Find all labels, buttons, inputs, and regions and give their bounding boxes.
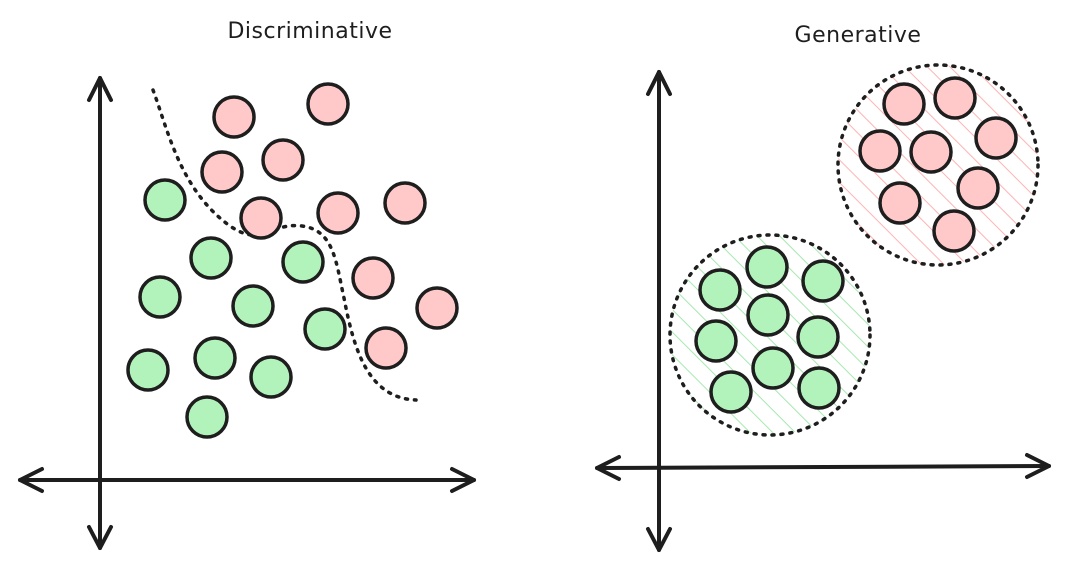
y-axis-arrow-bottom	[87, 525, 113, 550]
discriminative-points-pink	[200, 82, 459, 370]
data-point	[261, 138, 305, 182]
data-point	[974, 116, 1018, 160]
data-point	[212, 95, 256, 139]
x-axis-arrow-right	[1025, 453, 1051, 479]
data-point	[745, 245, 789, 289]
data-point	[796, 315, 840, 359]
data-point	[751, 346, 795, 390]
discriminative-points-green	[126, 178, 347, 439]
data-point	[316, 191, 360, 235]
data-point	[801, 259, 845, 303]
data-point	[281, 240, 325, 284]
discriminative-title: Discriminative	[227, 19, 392, 44]
data-point	[364, 326, 408, 370]
data-point	[694, 319, 738, 363]
y-axis-arrow-top	[87, 76, 113, 102]
data-point	[709, 370, 753, 414]
data-point	[306, 82, 350, 126]
data-point	[415, 286, 459, 330]
data-point	[956, 166, 1000, 210]
x-axis-arrow-right	[450, 467, 476, 493]
generative-title: Generative	[795, 23, 922, 48]
data-point	[200, 150, 244, 194]
data-point	[698, 268, 742, 312]
data-point	[383, 181, 427, 225]
data-point	[933, 76, 977, 120]
data-point	[858, 129, 902, 173]
data-point	[351, 256, 395, 300]
decision-boundary	[151, 88, 418, 402]
x-axis-arrow-left	[595, 455, 621, 481]
data-point	[185, 395, 229, 439]
y-axis-arrow-bottom	[646, 527, 672, 552]
generative-panel: Generative	[595, 23, 1051, 552]
data-point	[239, 196, 283, 240]
data-point	[138, 275, 182, 319]
data-point	[193, 336, 237, 380]
data-point	[878, 181, 922, 225]
data-point	[746, 293, 790, 337]
discriminative-axes	[18, 76, 476, 550]
data-point	[882, 82, 926, 126]
data-point	[303, 307, 347, 351]
generative-axes	[595, 70, 1051, 552]
data-point	[126, 348, 170, 392]
data-point	[249, 355, 293, 399]
data-point	[231, 284, 275, 328]
discriminative-panel: Discriminative	[18, 19, 476, 550]
x-axis	[595, 464, 1051, 470]
data-point	[797, 366, 841, 410]
x-axis-arrow-left	[18, 467, 44, 493]
data-point	[932, 209, 976, 253]
data-point	[909, 130, 953, 174]
y-axis-arrow-top	[646, 70, 672, 96]
data-point	[189, 236, 233, 280]
data-point	[143, 178, 187, 222]
green-cluster	[668, 233, 872, 437]
pink-cluster	[836, 63, 1040, 267]
